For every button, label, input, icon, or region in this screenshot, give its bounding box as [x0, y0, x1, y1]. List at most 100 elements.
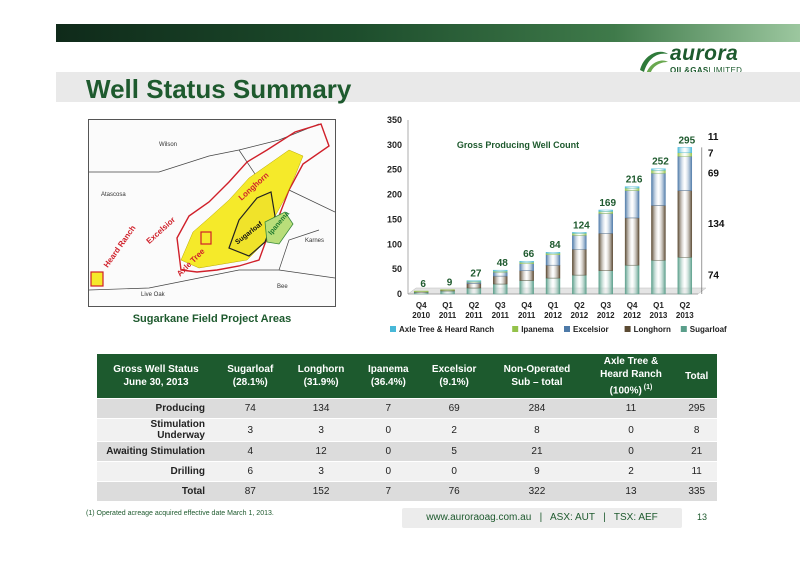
bar-segment: [519, 280, 534, 295]
table-cell: 5: [419, 441, 489, 462]
page-title: Well Status Summary: [86, 74, 352, 104]
bar-segment: [572, 249, 587, 276]
footer-links: www.auroraoag.com.au | ASX: AUT | TSX: A…: [402, 508, 682, 528]
bar-segment: [624, 186, 640, 189]
bar-segment: [493, 271, 508, 277]
bar-total-label: 27: [470, 269, 482, 280]
bar-segment: [545, 253, 561, 255]
map-drawing: [88, 123, 336, 291]
table-cell: 8: [676, 418, 717, 442]
bar-total-label: 6: [420, 279, 426, 290]
table-cell: 11: [585, 398, 677, 419]
bar-segment: [545, 254, 561, 266]
x-tick-label: Q2: [469, 301, 480, 310]
table-cell: 2: [585, 461, 677, 482]
table-cell: 0: [419, 461, 489, 482]
x-tick-label: 2012: [597, 311, 615, 320]
legend-entry: Sugarloaf: [690, 325, 727, 334]
bar-segment: [440, 289, 455, 291]
title-band: [56, 72, 800, 102]
bar-total-label: 84: [549, 240, 561, 251]
table-header-cell: Total: [676, 354, 717, 399]
row-label: Drilling: [97, 461, 215, 482]
legend-swatch: [564, 326, 570, 332]
y-tick-label: 250: [387, 165, 402, 175]
logo-subtitle: OIL&GASLIMITED: [670, 66, 743, 75]
table-cell: 284: [488, 398, 586, 419]
bar-segment: [651, 259, 666, 295]
table-cell: 13: [585, 481, 677, 501]
bar-segment: [598, 209, 613, 212]
bar-segment: [519, 261, 534, 264]
x-tick-label: Q4: [416, 301, 427, 310]
x-tick-label: Q3: [600, 301, 611, 310]
table-cell: 12: [285, 441, 357, 462]
table-cell: 7: [356, 481, 420, 501]
table-cell: 0: [356, 461, 420, 482]
x-tick-label: 2011: [465, 311, 483, 320]
table-header-cell: Excelsior (9.1%): [419, 354, 489, 399]
bar-segment: [677, 152, 693, 157]
table-cell: 11: [676, 461, 717, 482]
table-cell: 9: [488, 461, 586, 482]
bar-segment: [624, 190, 640, 219]
table-row: Stimulation Underway 3 3 0 2 8 0 8: [97, 418, 717, 442]
x-tick-label: Q2: [679, 301, 690, 310]
bar-segment: [624, 187, 640, 191]
table-cell: 322: [488, 481, 586, 501]
bar-total-label: 48: [497, 258, 509, 269]
table-cell: 0: [356, 441, 420, 462]
table-cell: 8: [488, 418, 586, 442]
legend-entry: Axle Tree & Heard Ranch: [399, 325, 494, 334]
bar-segment: [598, 270, 613, 295]
bar-segment: [493, 275, 508, 285]
header-footnote-marker: (1): [641, 383, 653, 391]
bar-segment: [466, 283, 482, 289]
bar-total-label: 9: [447, 278, 453, 289]
logo-wordmark: aurora: [670, 42, 739, 65]
top-gradient-bar: [56, 24, 800, 42]
x-tick-label: 2010: [412, 311, 430, 320]
x-tick-label: Q1: [442, 301, 453, 310]
table-cell: 87: [215, 481, 286, 501]
bar-segment: [572, 274, 587, 295]
table-cell: 4: [215, 441, 286, 462]
bar-segment: [598, 211, 613, 214]
table-header-row: Gross Well Status June 30, 2013 Sugarloaf(…: [97, 354, 717, 399]
bar-total-label: 295: [678, 135, 695, 146]
row-label: Producing: [97, 398, 215, 419]
page-number: 13: [697, 512, 708, 522]
table-cell: 0: [356, 418, 420, 442]
legend-swatch: [390, 326, 396, 332]
x-tick-label: 2012: [544, 311, 562, 320]
table-header-cell: Axle Tree & Heard Ranch (100%) (1): [585, 354, 677, 399]
x-tick-label: Q2: [574, 301, 585, 310]
table-cell: 0: [585, 441, 677, 462]
bar-segment: [545, 277, 561, 295]
bar-segment: [572, 232, 587, 234]
bar-segment: [466, 281, 482, 284]
breakdown-label: 69: [708, 168, 720, 179]
x-tick-label: Q4: [521, 301, 532, 310]
x-tick-label: 2012: [570, 311, 588, 320]
x-tick-label: 2011: [492, 311, 510, 320]
table-header-cell: Non-Operated Sub – total: [488, 354, 586, 399]
bar-segment: [677, 147, 693, 154]
table-header-cell: Gross Well Status June 30, 2013: [97, 354, 215, 399]
bar-segment: [413, 290, 429, 293]
table-row: Total 87 152 7 76 322 13 335: [97, 481, 717, 501]
bar-segment: [651, 172, 666, 206]
bar-segment: [598, 233, 613, 271]
table-cell: 74: [215, 398, 286, 419]
bar-segment: [466, 280, 482, 282]
bar-total-label: 216: [626, 175, 643, 186]
table-row: Producing 74 134 7 69 284 11 295: [97, 398, 717, 419]
bar-segment: [651, 205, 666, 261]
breakdown-label: 134: [708, 219, 725, 230]
legend-entry: Longhorn: [634, 325, 671, 334]
project-areas-map: Wilson Atascosa Karnes Live Oak Bee Long…: [88, 119, 336, 307]
y-tick-label: 100: [387, 239, 402, 249]
bar-segment: [677, 156, 693, 191]
footnote: (1) Operated acreage acquired effective …: [86, 510, 274, 517]
legend-swatch: [512, 326, 519, 332]
